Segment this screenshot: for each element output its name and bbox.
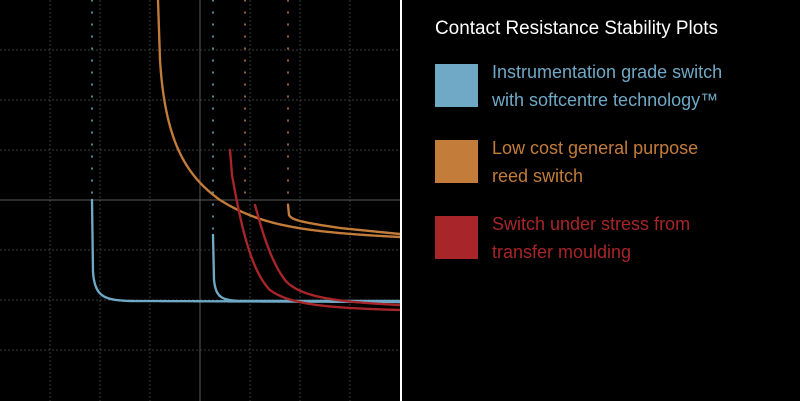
- legend-swatch: [435, 64, 478, 107]
- trace: [211, 233, 402, 303]
- legend-swatch: [435, 140, 478, 183]
- trace: [90, 198, 402, 304]
- trace: [253, 203, 402, 307]
- legend-label: Switch under stress from: [492, 214, 690, 234]
- trace: [156, 0, 402, 239]
- legend-label: reed switch: [492, 166, 583, 186]
- legend-swatch: [435, 216, 478, 259]
- legend-label: Low cost general purpose: [492, 138, 698, 158]
- trace: [286, 203, 402, 236]
- legend-title: Contact Resistance Stability Plots: [435, 18, 718, 39]
- scope-axes: [0, 0, 400, 401]
- legend-label: transfer moulding: [492, 242, 631, 262]
- legend-label: Instrumentation grade switch: [492, 62, 722, 82]
- traces: [90, 0, 402, 312]
- legend: Instrumentation grade switch with softcen…: [435, 62, 722, 262]
- trace: [228, 148, 402, 312]
- legend-panel: [400, 0, 800, 401]
- legend-label: with softcentre technology™: [491, 90, 718, 110]
